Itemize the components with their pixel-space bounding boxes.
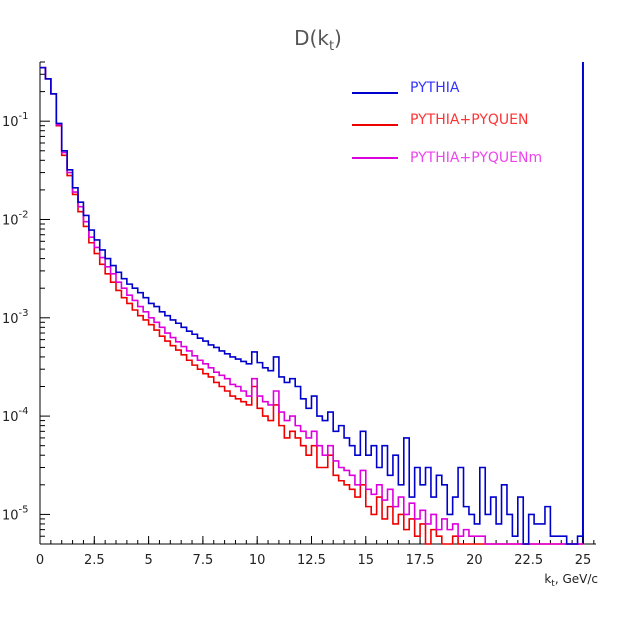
x-tick-label: 22.5 bbox=[514, 553, 543, 568]
y-ticks: 10-1 10-2 10-3 10-4 10-5 bbox=[2, 61, 50, 537]
legend-label-pythia-pyquenm: PYTHIA+PYQUENm bbox=[410, 150, 542, 166]
x-tick-label: 5 bbox=[144, 553, 152, 568]
chart-title: D(kt) bbox=[294, 26, 342, 54]
x-tick-label: 17.5 bbox=[406, 553, 435, 568]
x-tick-label: 12.5 bbox=[297, 553, 326, 568]
x-tick-label: 25 bbox=[575, 553, 592, 568]
series-line-pythia bbox=[40, 66, 583, 545]
x-tick-label: 20 bbox=[466, 553, 483, 568]
legend-label-pythia: PYTHIA bbox=[410, 80, 460, 96]
x-ticks: 0 2.5 5 7.5 10 12.5 15 17.5 20 22.5 25 bbox=[36, 536, 595, 568]
x-tick-label: 7.5 bbox=[193, 553, 214, 568]
x-axis-label: kt, GeV/c bbox=[544, 572, 598, 589]
x-tick-label: 2.5 bbox=[84, 553, 105, 568]
series-line-pythia-pyquenm bbox=[40, 66, 583, 545]
x-tick-label: 0 bbox=[36, 553, 44, 568]
y-tick-label: 10-1 bbox=[2, 111, 29, 130]
axes bbox=[39, 62, 596, 545]
y-tick-label: 10-5 bbox=[2, 504, 29, 523]
y-tick-label: 10-4 bbox=[2, 406, 29, 425]
legend-label-pythia-pyquen: PYTHIA+PYQUEN bbox=[410, 112, 528, 128]
x-tick-label: 10 bbox=[249, 553, 266, 568]
y-tick-label: 10-3 bbox=[2, 308, 29, 327]
legend: PYTHIA PYTHIA+PYQUEN PYTHIA+PYQUENm bbox=[352, 80, 542, 166]
series-layer bbox=[40, 66, 583, 545]
y-tick-label: 10-2 bbox=[2, 209, 29, 228]
x-tick-label: 15 bbox=[358, 553, 375, 568]
series-line-pythia-pyquen bbox=[40, 66, 583, 545]
